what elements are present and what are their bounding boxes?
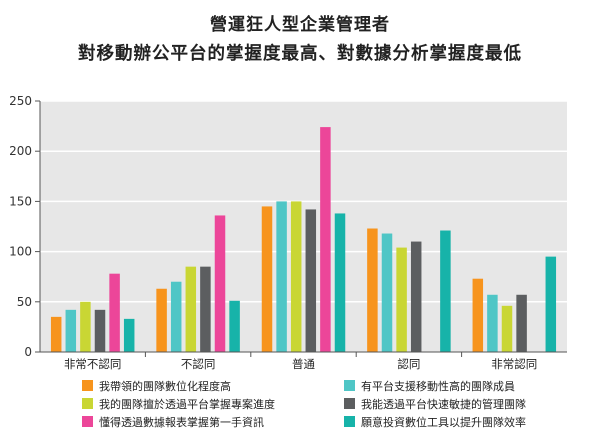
legend-item: 我能透過平台快速敏捷的管理團隊 — [344, 397, 582, 411]
chart-title: 營運狂人型企業管理者 — [210, 15, 390, 35]
y-tick-label: 250 — [9, 94, 32, 108]
bar — [109, 273, 120, 352]
legend-label: 我的團隊擅於透過平台掌握專案進度 — [99, 397, 275, 411]
y-tick-label: 200 — [9, 144, 32, 158]
bar — [156, 288, 167, 352]
legend-item: 我帶領的團隊數位化程度高 — [82, 379, 344, 393]
bar — [334, 213, 346, 352]
bar — [80, 301, 91, 352]
legend-item: 我的團隊擅於透過平台掌握專案進度 — [82, 397, 344, 411]
legend-label: 有平台支援移動性高的團隊成員 — [361, 379, 515, 393]
bar — [305, 209, 317, 352]
bar — [472, 278, 484, 352]
bar — [487, 294, 498, 352]
legend-swatch — [344, 398, 355, 409]
bar — [367, 228, 378, 352]
bar — [276, 201, 287, 352]
bar — [381, 233, 393, 352]
bar — [65, 309, 77, 352]
legend-item: 願意投資數位工具以提升團隊效率 — [344, 415, 582, 429]
x-tick-label: 非常認同 — [491, 357, 537, 371]
x-tick-label: 認同 — [397, 357, 420, 371]
bar — [229, 300, 240, 352]
x-tick-label: 不認同 — [181, 357, 216, 371]
legend-item: 懂得透過數據報表掌握第一手資訊 — [82, 415, 344, 429]
y-tick-label: 150 — [9, 194, 32, 208]
chart-subtitle: 對移動辦公平台的掌握度最高、對數據分析掌握度最低 — [78, 44, 522, 64]
legend-swatch — [82, 416, 93, 427]
bar — [545, 256, 557, 352]
bar — [320, 127, 331, 352]
y-tick-label: 0 — [24, 345, 32, 359]
y-tick-label: 100 — [9, 245, 32, 259]
bar — [396, 247, 407, 352]
y-tick-label: 50 — [17, 295, 32, 309]
x-tick-label: 普通 — [292, 357, 315, 371]
bar — [290, 201, 302, 352]
legend-item: 有平台支援移動性高的團隊成員 — [344, 379, 582, 393]
bar — [200, 266, 211, 352]
legend-label: 願意投資數位工具以提升團隊效率 — [361, 415, 526, 429]
bar — [94, 309, 106, 352]
bar — [261, 206, 273, 352]
bar — [170, 281, 182, 352]
chart-legend: 我帶領的團隊數位化程度高 有平台支援移動性高的團隊成員我的團隊擅於透過平台掌握專案… — [82, 379, 582, 429]
legend-label: 我能透過平台快速敏捷的管理團隊 — [361, 397, 526, 411]
legend-swatch — [344, 416, 355, 427]
bar — [410, 241, 422, 352]
legend-swatch — [344, 380, 355, 391]
legend-swatch — [82, 398, 93, 409]
bar — [50, 316, 62, 352]
bar — [123, 318, 135, 352]
bar — [214, 215, 226, 352]
bar — [516, 294, 527, 352]
legend-swatch — [82, 380, 93, 391]
bar — [440, 230, 451, 352]
legend-label: 我帶領的團隊數位化程度高 — [99, 379, 231, 393]
x-tick-label: 非常不認同 — [64, 357, 122, 371]
bar — [185, 266, 197, 352]
legend-label: 懂得透過數據報表掌握第一手資訊 — [99, 415, 264, 429]
bar — [501, 305, 513, 352]
